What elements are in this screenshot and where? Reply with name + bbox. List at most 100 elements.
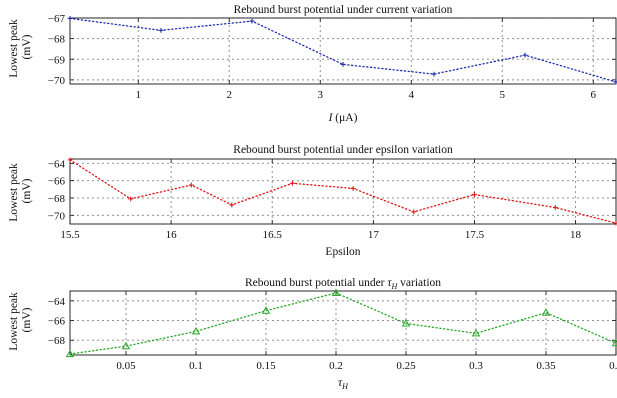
grid-dot bbox=[207, 38, 209, 40]
grid-dot bbox=[577, 339, 579, 341]
grid-dot bbox=[447, 79, 449, 81]
grid-dot bbox=[237, 214, 239, 216]
grid-dot bbox=[125, 333, 127, 335]
grid-dot bbox=[537, 180, 539, 182]
grid-dot bbox=[287, 180, 289, 182]
grid-dot bbox=[307, 339, 309, 341]
grid-dot bbox=[265, 308, 267, 310]
grid-dot bbox=[327, 38, 329, 40]
grid-dot bbox=[292, 300, 294, 302]
grid-dot bbox=[287, 197, 289, 199]
grid-dot bbox=[357, 214, 359, 216]
grid-dot bbox=[377, 38, 379, 40]
grid-dot bbox=[575, 206, 577, 208]
grid-dot bbox=[142, 162, 144, 164]
grid-dot bbox=[592, 180, 594, 182]
grid-dot bbox=[137, 162, 139, 164]
grid-dot bbox=[265, 323, 267, 325]
grid-dot bbox=[472, 38, 474, 40]
grid-dot bbox=[410, 55, 412, 57]
grid-dot bbox=[442, 339, 444, 341]
grid-dot bbox=[247, 38, 249, 40]
grid-dot bbox=[87, 339, 89, 341]
grid-dot bbox=[582, 180, 584, 182]
grid-dot bbox=[237, 339, 239, 341]
grid-dot bbox=[507, 79, 509, 81]
grid-dot bbox=[271, 216, 273, 218]
grid-dot bbox=[412, 58, 414, 60]
grid-dot bbox=[92, 214, 94, 216]
grid-dot bbox=[432, 197, 434, 199]
grid-dot bbox=[501, 35, 503, 37]
grid-dot bbox=[545, 348, 547, 350]
grid-dot bbox=[492, 339, 494, 341]
grid-dot bbox=[512, 339, 514, 341]
grid-dot bbox=[222, 197, 224, 199]
grid-dot bbox=[152, 197, 154, 199]
grid-dot bbox=[382, 214, 384, 216]
grid-dot bbox=[527, 197, 529, 199]
grid-dot bbox=[405, 328, 407, 330]
grid-dot bbox=[335, 343, 337, 345]
grid-dot bbox=[232, 38, 234, 40]
grid-dot bbox=[432, 339, 434, 341]
grid-dot bbox=[212, 180, 214, 182]
grid-dot bbox=[405, 313, 407, 315]
grid-dot bbox=[77, 162, 79, 164]
grid-dot bbox=[202, 58, 204, 60]
grid-dot bbox=[157, 79, 159, 81]
grid-dot bbox=[501, 60, 503, 62]
grid-dot bbox=[137, 50, 139, 52]
grid-dot bbox=[322, 162, 324, 164]
grid-dot bbox=[137, 55, 139, 57]
grid-dot bbox=[92, 162, 94, 164]
grid-dot bbox=[82, 180, 84, 182]
x-tick-label: 5 bbox=[500, 89, 506, 101]
grid-dot bbox=[472, 180, 474, 182]
grid-dot bbox=[187, 38, 189, 40]
grid-dot bbox=[202, 38, 204, 40]
plot-frame bbox=[69, 290, 617, 356]
grid-dot bbox=[592, 25, 594, 27]
grid-dot bbox=[195, 313, 197, 315]
grid-dot bbox=[112, 162, 114, 164]
grid-dot bbox=[271, 211, 273, 213]
grid-dot bbox=[147, 214, 149, 216]
grid-dot bbox=[272, 197, 274, 199]
grid-dot bbox=[271, 186, 273, 188]
grid-dot bbox=[362, 58, 364, 60]
grid-dot bbox=[137, 58, 139, 60]
grid-dot bbox=[197, 320, 199, 322]
grid-dot bbox=[357, 320, 359, 322]
grid-dot bbox=[522, 214, 524, 216]
grid-dot bbox=[237, 38, 239, 40]
grid-dot bbox=[282, 38, 284, 40]
grid-dot bbox=[125, 323, 127, 325]
grid-dot bbox=[587, 79, 589, 81]
data-point bbox=[67, 16, 73, 21]
grid-dot bbox=[342, 300, 344, 302]
grid-dot bbox=[197, 197, 199, 199]
grid-dot bbox=[317, 197, 319, 199]
grid-dot bbox=[82, 339, 84, 341]
grid-dot bbox=[137, 300, 139, 302]
grid-dot bbox=[602, 38, 604, 40]
grid-dot bbox=[332, 180, 334, 182]
grid-dot bbox=[282, 214, 284, 216]
grid-dot bbox=[572, 58, 574, 60]
grid-dot bbox=[532, 162, 534, 164]
grid-dot bbox=[217, 162, 219, 164]
grid-dot bbox=[327, 320, 329, 322]
grid-dot bbox=[417, 214, 419, 216]
grid-dot bbox=[487, 339, 489, 341]
grid-dot bbox=[467, 320, 469, 322]
grid-dot bbox=[147, 320, 149, 322]
grid-dot bbox=[507, 38, 509, 40]
grid-dot bbox=[107, 320, 109, 322]
grid-dot bbox=[405, 338, 407, 340]
grid-dot bbox=[152, 38, 154, 40]
grid bbox=[72, 293, 617, 355]
grid-dot bbox=[572, 197, 574, 199]
grid-dot bbox=[347, 300, 349, 302]
grid-dot bbox=[357, 300, 359, 302]
